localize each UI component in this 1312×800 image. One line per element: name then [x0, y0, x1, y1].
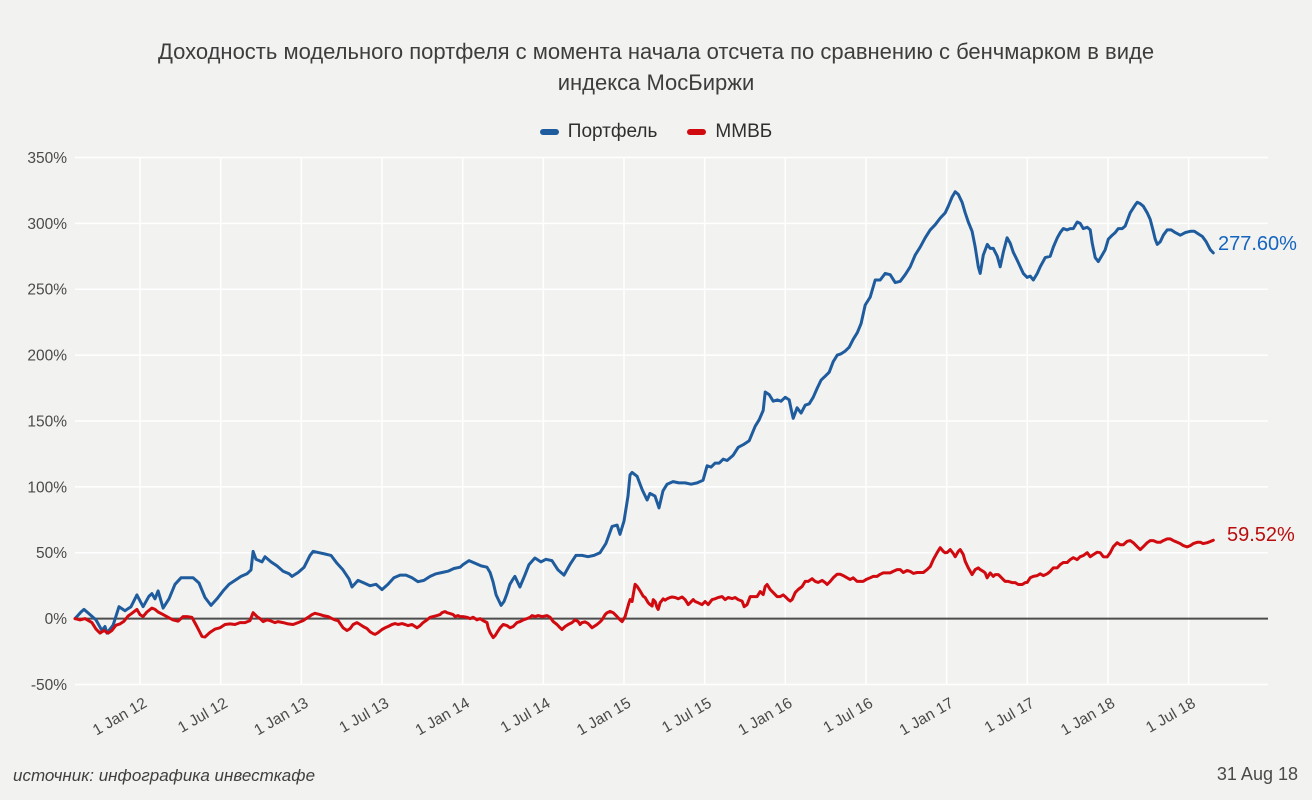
x-axis-tick-label: 1 Jan 15 [574, 695, 634, 739]
legend-label-portfolio: Портфель [567, 121, 658, 142]
mmvb-line-swatch-icon [687, 129, 707, 135]
legend-item-mmvb: ММВБ [687, 121, 772, 143]
legend-label-mmvb: ММВБ [715, 121, 773, 142]
chart-title-line2: индекса МосБиржи [557, 70, 755, 95]
x-axis-tick-label: 1 Jul 14 [498, 695, 554, 737]
x-axis-tick-label: 1 Jan 14 [413, 695, 473, 740]
x-axis-tick-label: 1 Jan 13 [251, 695, 311, 739]
chart-legend: Портфель ММВБ [0, 121, 1312, 143]
y-axis-tick-label: 150% [27, 413, 67, 430]
x-axis-tick-label: 1 Jul 12 [175, 695, 231, 737]
x-axis-tick-label: 1 Jul 13 [336, 695, 392, 737]
y-axis-tick-label: 300% [27, 216, 67, 233]
y-axis-tick-label: 100% [27, 479, 67, 496]
y-axis-tick-label: 200% [27, 348, 67, 365]
x-axis-tick-label: 1 Jan 18 [1058, 695, 1118, 739]
as-of-date: 31 Aug 18 [1216, 764, 1298, 784]
x-axis-tick-label: 1 Jul 17 [982, 695, 1038, 737]
mmvb-end-value-label: 59.52% [1227, 524, 1295, 546]
x-axis-tick-label: 1 Jul 16 [820, 695, 876, 737]
legend-item-portfolio: Портфель [539, 121, 658, 143]
portfolio-series-line [73, 190, 1215, 635]
y-axis-tick-label: 0% [45, 611, 68, 628]
y-axis-tick-label: 250% [27, 282, 67, 299]
chart-title-line1: Доходность модельного портфеля с момента… [157, 39, 1155, 64]
portfolio-line-swatch-icon [539, 129, 559, 135]
y-axis-tick-label: -50% [31, 677, 67, 694]
x-axis-tick-label: 1 Jan 12 [90, 695, 150, 739]
x-axis-tick-label: 1 Jul 18 [1143, 695, 1199, 737]
x-axis-tick-label: 1 Jan 17 [897, 695, 957, 739]
chart-title: Доходность модельного портфеля с момента… [56, 36, 1256, 98]
x-axis-tick-label: 1 Jul 15 [659, 695, 715, 737]
source-credit: источник: инфографика инвесткафе [13, 766, 316, 785]
y-axis-tick-label: 50% [36, 545, 67, 562]
x-axis-tick-label: 1 Jan 16 [735, 695, 795, 739]
portfolio-end-value-label: 277.60% [1218, 233, 1297, 255]
mmvb-series-line [73, 537, 1215, 640]
y-axis-tick-label: 350% [27, 150, 67, 167]
